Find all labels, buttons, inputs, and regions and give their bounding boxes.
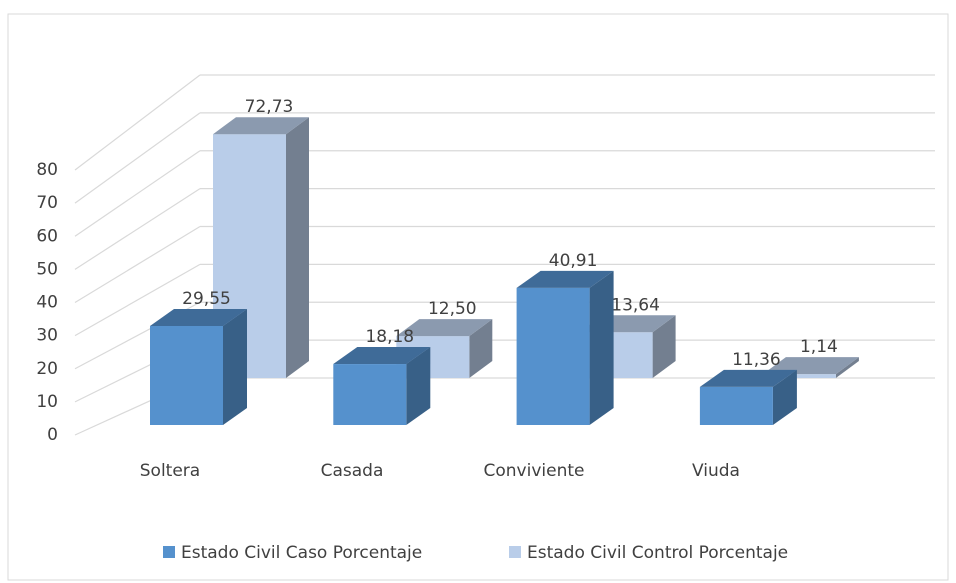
- bar-side: [652, 315, 676, 378]
- bar-side: [772, 369, 797, 425]
- data-label: 1,14: [800, 337, 838, 357]
- bar: [699, 386, 773, 425]
- bar-side: [223, 308, 247, 425]
- bar-top: [213, 117, 309, 135]
- data-label: 72,73: [245, 97, 294, 117]
- y-tick-label: 0: [47, 425, 58, 445]
- data-label: 11,36: [732, 350, 781, 370]
- y-tick-label: 10: [36, 392, 58, 412]
- legend-swatch: [509, 546, 521, 558]
- y-tick-label: 20: [36, 359, 58, 379]
- legend-swatch: [163, 546, 175, 558]
- data-label: 29,55: [182, 289, 231, 309]
- y-tick-label: 60: [36, 226, 58, 246]
- bar-side: [835, 357, 859, 378]
- data-label: 40,91: [549, 251, 598, 271]
- bar-top: [333, 347, 431, 365]
- bar-side: [589, 270, 614, 425]
- data-label: 18,18: [365, 327, 414, 347]
- bar: [762, 374, 836, 378]
- x-tick-label: Conviviente: [484, 461, 585, 481]
- bar-side: [286, 117, 309, 378]
- x-tick-label: Casada: [321, 461, 384, 481]
- y-tick-label: 80: [36, 160, 58, 180]
- x-tick-label: Soltera: [140, 461, 200, 481]
- grid-line: [74, 225, 201, 304]
- grid-line: [74, 150, 201, 237]
- bar: [150, 325, 223, 425]
- grid-line: [74, 112, 201, 204]
- x-tick-label: Viuda: [692, 461, 740, 481]
- bar: [333, 364, 407, 425]
- y-tick-label: 30: [36, 326, 58, 346]
- bar-side: [406, 347, 431, 425]
- y-tick-label: 70: [36, 193, 58, 213]
- bar-top: [699, 369, 797, 387]
- grid-line: [74, 188, 201, 270]
- data-label: 12,50: [428, 299, 477, 319]
- bar-top: [396, 319, 493, 337]
- y-tick-label: 50: [36, 259, 58, 279]
- legend-label: Estado Civil Control Porcentaje: [527, 543, 788, 563]
- chart-border: [7, 13, 949, 581]
- y-tick-label: 40: [36, 293, 58, 313]
- data-label: 13,64: [611, 295, 660, 315]
- bar: [516, 287, 590, 425]
- bar-side: [469, 319, 493, 378]
- bar-top: [516, 270, 614, 288]
- bar-top: [150, 308, 247, 326]
- grid-line: [74, 74, 201, 171]
- grid-line: [74, 263, 201, 337]
- legend-label: Estado Civil Caso Porcentaje: [181, 543, 422, 563]
